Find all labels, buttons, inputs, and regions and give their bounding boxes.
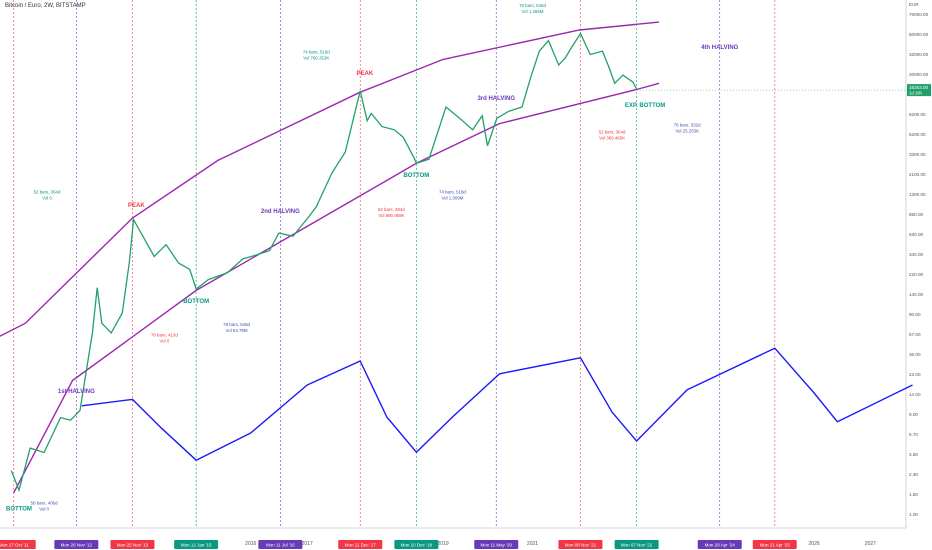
range-bars-label: 58 bars, 406d (31, 500, 58, 505)
price-tick-label: 1.50 (909, 492, 918, 497)
range-volume-label: Vol 25.253K (675, 129, 699, 134)
price-tick-label: 140.00 (909, 292, 923, 297)
price-tick-label: 76000.00 (909, 12, 929, 17)
date-flag (394, 540, 439, 549)
cycle-annotation: 3rd HALVING (477, 96, 515, 102)
year-tick-label: 2017 (302, 541, 313, 547)
date-flag-label: Mon 07 Nov '22 (621, 543, 653, 548)
range-bars-label: 52 bars, 364d (599, 129, 626, 134)
date-flag (752, 540, 797, 549)
date-flag (54, 540, 99, 549)
year-tick-label: 2026 (809, 541, 820, 547)
range-volume-label: Vol 0 (160, 339, 170, 344)
cycle-annotation: 2nd HALVING (261, 209, 300, 215)
price-tick-label: 2.30 (909, 472, 918, 477)
range-volume-label: Vol 1.266M (522, 9, 544, 14)
price-tick-label: 9.00 (909, 412, 918, 417)
date-flag (697, 540, 742, 549)
range-bars-label: 52 bars, 364d (34, 189, 61, 194)
price-tick-label: 14.00 (909, 392, 921, 397)
price-tick-label: 3.60 (909, 452, 918, 457)
date-flag-label: Mon 21 Apr '25 (760, 543, 791, 548)
current-price-countdown: 1d 10h (909, 91, 922, 96)
channel-line-lower (13, 82, 660, 494)
range-bars-label: 52 bars, 364d (378, 207, 405, 212)
range-bars-label: 78 bars, 546d (223, 322, 250, 327)
price-tick-label: 36.00 (909, 352, 921, 357)
date-flag-label: Mon 29 Apr '24 (705, 543, 736, 548)
date-flag-label: Mon 10 Dec '18 (401, 543, 433, 548)
range-volume-label: Vol 389.465K (599, 135, 625, 140)
cycle-annotation: EXP. BOTTOM (625, 103, 665, 109)
currency-label: EUR (909, 2, 919, 7)
current-price-label: 16253.00 (909, 85, 929, 90)
cycle-annotation: BOTTOM (403, 173, 429, 179)
date-flag-label: Mon 11 Jul '16 (266, 543, 295, 548)
channel-line-upper (0, 21, 660, 337)
price-tick-label: 20000.00 (909, 72, 929, 77)
year-tick-label: 2019 (437, 541, 448, 547)
date-flag-label: Mon 17 Oct '11 (0, 543, 29, 548)
range-volume-label: Vol 0 (39, 506, 49, 511)
price-tick-label: 57.00 (909, 332, 921, 337)
range-bars-label: 78 bars, 413d (151, 333, 178, 338)
cycle-annotation: 4th HALVING (701, 45, 739, 51)
price-tick-label: 3300.00 (909, 152, 926, 157)
range-volume-label: Vol 760.353K (303, 55, 329, 60)
range-volume-label: Vol 53.79M (226, 328, 248, 333)
cycle-annotation: 1st HALVING (58, 389, 95, 395)
date-flag (258, 540, 303, 549)
price-series-line (10, 32, 638, 493)
range-bars-label: 78 bars, 546d (519, 3, 546, 8)
date-flag-label: Mon 11 Dec '17 (345, 543, 377, 548)
year-tick-label: 2027 (865, 541, 876, 547)
date-flag-label: Mon 25 Nov '13 (117, 543, 149, 548)
price-tick-label: 23.00 (909, 372, 921, 377)
cycle-wave-line (81, 347, 913, 461)
price-tick-label: 8200.00 (909, 112, 926, 117)
cycle-annotation: BOTTOM (183, 299, 209, 305)
cycle-annotation: BOTTOM (6, 506, 32, 512)
date-flag-label: Mon 26 Nov '12 (61, 543, 93, 548)
range-volume-label: Vol 890.959K (378, 213, 404, 218)
price-tick-label: 1.00 (909, 512, 918, 517)
cycle-annotation: PEAK (128, 203, 145, 209)
cycle-annotation: PEAK (357, 71, 374, 77)
price-tick-label: 1300.00 (909, 192, 926, 197)
price-tick-label: 530.00 (909, 232, 923, 237)
date-flag (0, 540, 36, 549)
price-tick-label: 2100.00 (909, 172, 926, 177)
range-bars-label: 74 bars, 518d (303, 49, 330, 54)
range-bars-label: 76 bars, 532d (674, 123, 701, 128)
date-flag (558, 540, 603, 549)
date-flag-label: Mon 11 May '20 (480, 543, 512, 548)
price-tick-label: 850.00 (909, 212, 923, 217)
range-volume-label: Vol 1.009M (441, 195, 463, 200)
price-tick-label: 5200.00 (909, 132, 926, 137)
price-tick-label: 50000.00 (909, 32, 929, 37)
date-flag (174, 540, 219, 549)
range-bars-label: 74 bars, 518d (439, 189, 466, 194)
current-price-box (907, 84, 931, 97)
year-tick-label: 2021 (527, 541, 538, 547)
date-flag (614, 540, 659, 549)
price-tick-label: 90.00 (909, 312, 921, 317)
year-tick-label: 2016 (245, 541, 256, 547)
date-flag (338, 540, 383, 549)
date-flag (110, 540, 155, 549)
price-tick-label: 220.00 (909, 272, 923, 277)
price-tick-label: 32000.00 (909, 52, 929, 57)
date-flag (474, 540, 519, 549)
range-volume-label: Vol 0 (42, 195, 52, 200)
chart-header: Bitcoin / Euro, 2W, BITSTAMP (5, 3, 86, 9)
price-tick-label: 340.00 (909, 252, 923, 257)
date-flag-label: Mon 12 Jan '15 (181, 543, 212, 548)
price-tick-label: 5.70 (909, 432, 918, 437)
date-flag-label: Mon 08 Nov '21 (565, 543, 597, 548)
